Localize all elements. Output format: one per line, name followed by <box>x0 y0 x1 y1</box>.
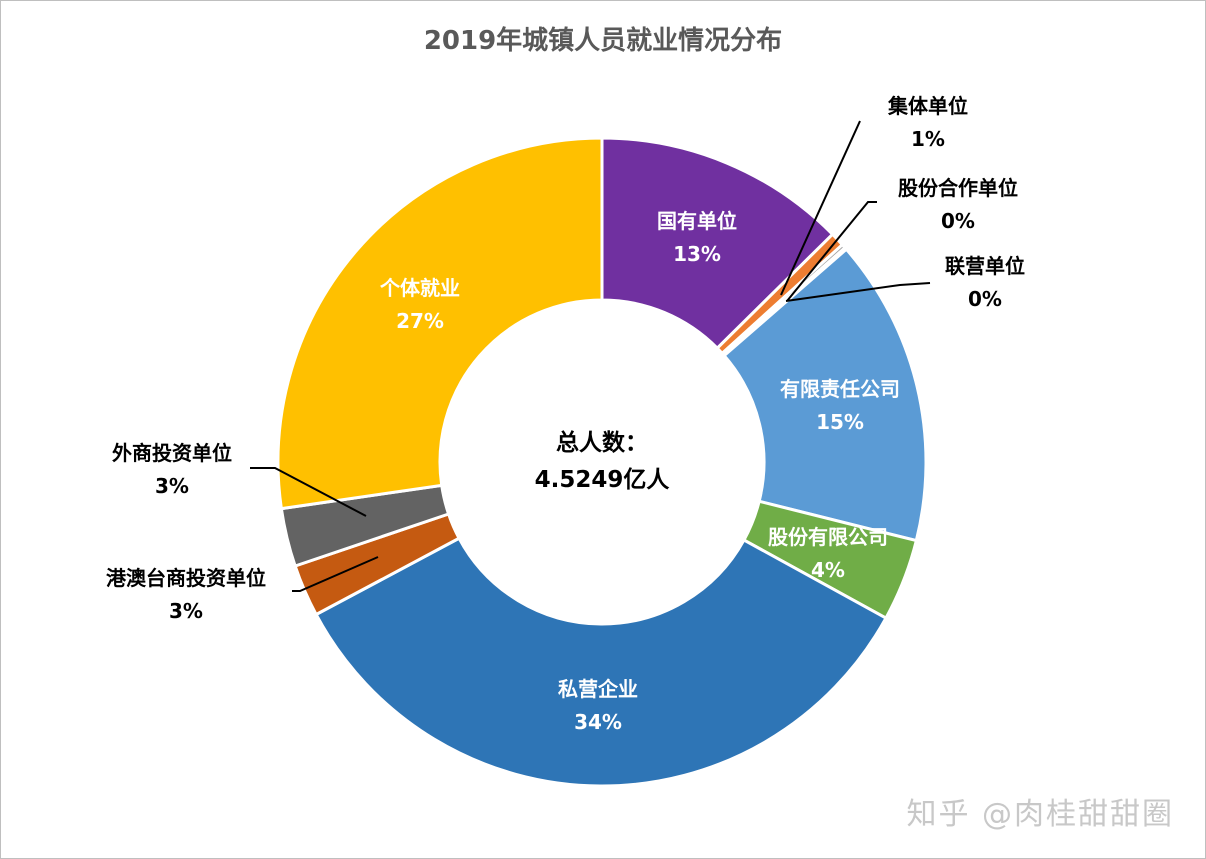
slice-label-collective: 集体单位 1% <box>888 94 968 151</box>
chart-title: 2019年城镇人员就业情况分布 <box>423 26 783 56</box>
leader-line-joint-stock-coop <box>786 201 877 302</box>
slice-label-joint-stock-ltd: 股份有限公司 4% <box>768 525 888 582</box>
donut-slice-6 <box>314 536 888 788</box>
slice-label-private: 私营企业 34% <box>558 677 638 734</box>
slice-label-joint-stock-coop: 股份合作单位 0% <box>898 176 1018 233</box>
slice-label-hk-macao-tw: 港澳台商投资单位 3% <box>106 566 266 623</box>
donut-slice-9 <box>276 136 604 511</box>
leader-line-collective <box>780 120 861 296</box>
slice-label-foreign: 外商投资单位 3% <box>112 441 232 498</box>
leader-line-foreign <box>250 467 367 517</box>
leader-line-hk-macao-tw <box>292 556 379 592</box>
slice-label-llc: 有限责任公司 15% <box>780 377 900 434</box>
donut-slice-0 <box>600 136 835 351</box>
center-total-label: 总人数： 4.5249亿人 <box>534 430 670 493</box>
leader-line-joint-venture <box>785 282 931 302</box>
slice-label-state-owned: 国有单位 13% <box>657 209 737 266</box>
slice-label-individual: 个体就业 27% <box>380 276 460 333</box>
watermark: 知乎 @肉桂甜甜圈 <box>906 797 1174 832</box>
donut-slice-4 <box>722 247 928 543</box>
slice-label-joint-venture: 联营单位 0% <box>945 254 1025 311</box>
